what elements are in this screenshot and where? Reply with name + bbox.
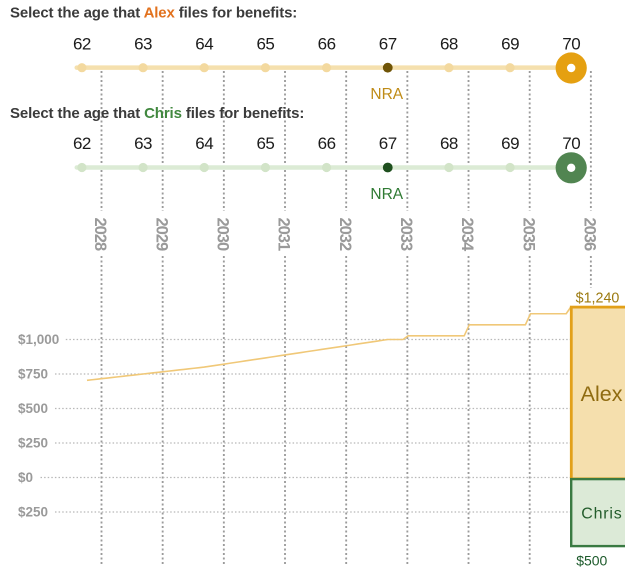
svg-text:NRA: NRA (370, 86, 403, 103)
svg-text:2031: 2031 (275, 217, 293, 251)
svg-text:69: 69 (501, 34, 519, 53)
svg-text:64: 64 (195, 134, 213, 153)
svg-text:NRA: NRA (370, 186, 403, 203)
svg-text:Select the age that Chris file: Select the age that Chris files for bene… (10, 105, 304, 122)
svg-text:2030: 2030 (214, 217, 232, 251)
svg-text:2029: 2029 (152, 217, 170, 251)
svg-text:2033: 2033 (397, 217, 415, 251)
svg-text:$250: $250 (18, 505, 48, 520)
svg-text:$1,000: $1,000 (18, 332, 59, 347)
svg-text:$500: $500 (576, 552, 607, 568)
svg-text:$1,240: $1,240 (576, 290, 620, 306)
svg-text:$0: $0 (18, 470, 33, 485)
svg-text:2035: 2035 (519, 217, 537, 251)
svg-text:65: 65 (256, 134, 274, 153)
svg-text:Chris: Chris (581, 506, 622, 523)
svg-text:63: 63 (134, 134, 152, 153)
svg-text:2036: 2036 (581, 217, 599, 251)
svg-text:70: 70 (562, 34, 580, 53)
svg-text:2028: 2028 (91, 217, 109, 251)
svg-text:69: 69 (501, 134, 519, 153)
svg-text:70: 70 (562, 134, 580, 153)
svg-text:66: 66 (318, 34, 336, 53)
svg-text:62: 62 (73, 34, 91, 53)
svg-text:2034: 2034 (458, 217, 476, 252)
svg-text:68: 68 (440, 34, 458, 53)
svg-text:64: 64 (195, 34, 213, 53)
svg-text:67: 67 (379, 134, 397, 153)
svg-text:2032: 2032 (336, 217, 354, 251)
svg-text:Select the age that Alex files: Select the age that Alex files for benef… (10, 4, 297, 21)
svg-text:65: 65 (256, 34, 274, 53)
svg-text:62: 62 (73, 134, 91, 153)
svg-text:$750: $750 (18, 367, 48, 382)
svg-text:$500: $500 (18, 401, 48, 416)
svg-text:67: 67 (379, 34, 397, 53)
svg-text:66: 66 (318, 134, 336, 153)
svg-text:Alex: Alex (581, 382, 623, 406)
svg-text:63: 63 (134, 34, 152, 53)
svg-text:$250: $250 (18, 436, 48, 451)
svg-text:68: 68 (440, 134, 458, 153)
